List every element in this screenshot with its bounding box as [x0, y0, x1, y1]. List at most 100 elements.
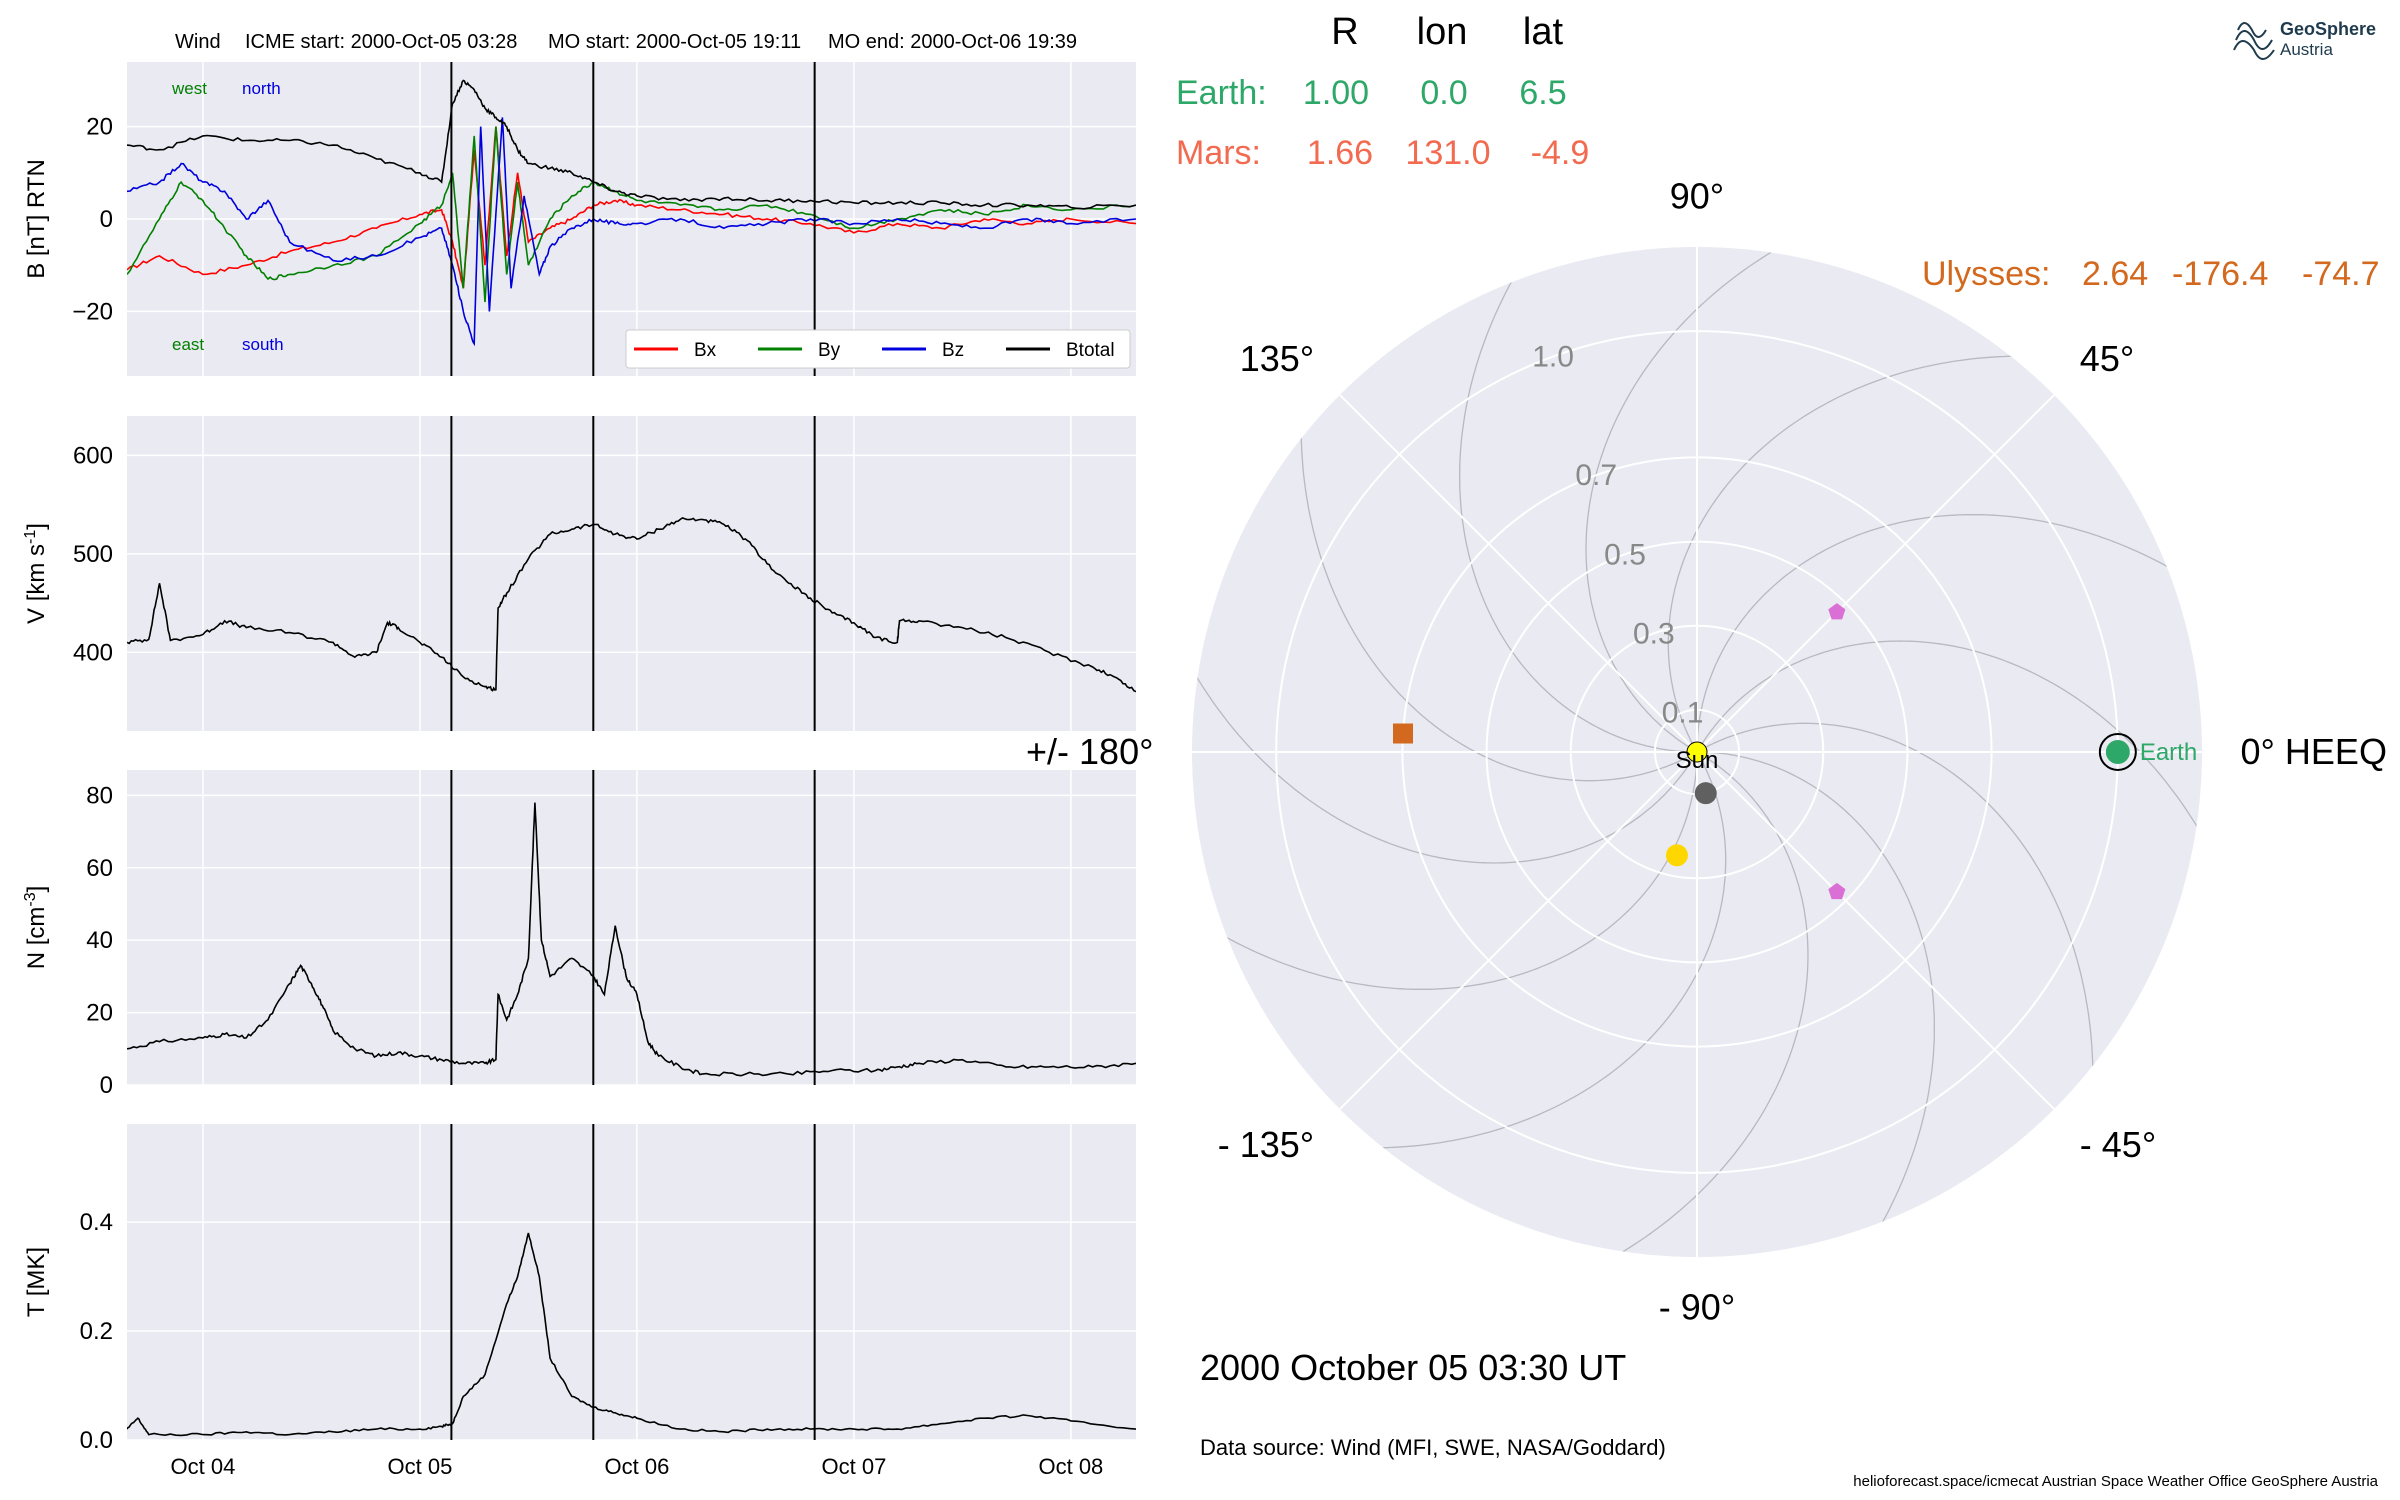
series-2-line: [127, 802, 1136, 1077]
theta-grid-225: [1339, 751, 1698, 1110]
ulysses-lat: -74.7: [2302, 255, 2380, 293]
panel-background: [127, 416, 1136, 731]
body-6-marker: [1665, 844, 1688, 867]
ytick-2-0: 0: [100, 1072, 113, 1099]
earth-name: Earth:: [1176, 74, 1267, 112]
ytick-2-60: 60: [86, 855, 113, 882]
ytick-0-20: −20: [72, 298, 113, 325]
mars-name: Mars:: [1176, 134, 1261, 172]
panel-background: [127, 770, 1136, 1085]
series-group: [127, 79, 1136, 347]
legend-box: [625, 329, 1131, 369]
ytick-3-0-0: 0.0: [80, 1427, 113, 1454]
earth-r: 1.00: [1303, 74, 1369, 112]
series-3-line: [127, 1232, 1136, 1437]
r-tick-0-5: 0.5: [1604, 538, 1646, 571]
ylabel-3: T [MK]: [23, 1247, 50, 1317]
mo-end-label: MO end: 2000-Oct-06 19:39: [828, 31, 1077, 53]
earth-ring: [2098, 733, 2137, 771]
mo-start-label: MO start: 2000-Oct-05 19:11: [548, 31, 801, 53]
mars-r: 1.66: [1307, 134, 1373, 172]
ytick-2-20: 20: [86, 1000, 113, 1027]
angle-label-0-heeq: 0° HEEQ: [2241, 731, 2387, 772]
ulysses-lon: -176.4: [2172, 255, 2268, 293]
legend-label-btotal: Btotal: [1066, 340, 1115, 361]
logo-line1: GeoSphere: [2280, 19, 2376, 39]
theta-grid-45: [1696, 394, 2055, 753]
xtick-oct-07: Oct 07: [822, 1454, 887, 1479]
earth-lat: 6.5: [1519, 74, 1566, 112]
ytick-2-40: 40: [86, 927, 113, 954]
r-tick-0-3: 0.3: [1633, 617, 1675, 650]
footer-date: 2000 October 05 03:30 UT: [1200, 1347, 1626, 1388]
ylabel-2: N [cm-3]: [22, 886, 50, 970]
sun-label: Sun: [1676, 747, 1719, 774]
positions-table: R lon lat Earth: 1.00 0.0 6.5 Mars: 1.66…: [1176, 11, 2380, 293]
ytick-1-500: 500: [73, 541, 113, 568]
ytick-0-20: 20: [86, 114, 113, 141]
ulysses-name: Ulysses:: [1922, 255, 2050, 293]
ytick-3-0-4: 0.4: [80, 1209, 113, 1236]
series-group: [127, 802, 1136, 1077]
panel-1: 400 500 600 V [km s-1]: [22, 416, 1136, 731]
theta-grid-315: [1696, 751, 2055, 1110]
ulysses-r: 2.64: [2082, 255, 2148, 293]
xtick-oct-05: Oct 05: [388, 1454, 453, 1479]
r-tick-1-0: 1.0: [1532, 341, 1574, 374]
series-0-bx: [127, 126, 1136, 289]
legend-label-by: By: [818, 340, 841, 361]
legend-label-bx: Bx: [694, 340, 717, 361]
spacecraft-label: Wind: [175, 31, 221, 53]
body-2-marker: [1392, 723, 1413, 744]
ylabel-0: B [nT] RTN: [23, 159, 50, 279]
r-tick-0-7: 0.7: [1575, 459, 1617, 492]
angle-label-135: - 135°: [1218, 1124, 1314, 1165]
xtick-oct-08: Oct 08: [1038, 1454, 1103, 1479]
geosphere-logo-icon: [2233, 22, 2275, 60]
footer-credits: helioforecast.space/icmecat Austrian Spa…: [1853, 1473, 2378, 1490]
mars-lat: -4.9: [1531, 134, 1590, 172]
body-4-marker: [1828, 882, 1846, 900]
angle-label-45: 45°: [2080, 338, 2134, 379]
ytick-1-600: 600: [73, 442, 113, 469]
angle-label-135: 135°: [1240, 338, 1314, 379]
earth-lon: 0.0: [1420, 74, 1467, 112]
col-header-r: R: [1331, 11, 1358, 53]
panel-3: 0.0 0.2 0.4 T [MK]: [23, 1124, 1136, 1454]
west-annotation: west: [171, 79, 207, 98]
icme-start-label: ICME start: 2000-Oct-05 03:28: [245, 31, 517, 53]
logo-line2: Austria: [2280, 40, 2333, 59]
series-0-btotal: [127, 79, 1136, 210]
north-annotation: north: [242, 79, 281, 98]
mars-lon: 131.0: [1405, 134, 1490, 172]
angle-label-45: - 45°: [2080, 1124, 2156, 1165]
xtick-oct-04: Oct 04: [171, 1454, 236, 1479]
theta-grid-135: [1339, 394, 1698, 753]
panel-0: −20 0 20 B [nT] RTN: [23, 62, 1136, 376]
r-tick-0-1: 0.1: [1662, 696, 1704, 729]
col-header-lon: lon: [1417, 11, 1468, 53]
series-0-bz: [127, 117, 1136, 347]
polar-plot: 0.1 0.3 0.5 0.7 1.0 0° HEEQ 45° 90° 135° +/- 180°…: [1026, 176, 2387, 1328]
angle-label-90: - 90°: [1659, 1287, 1735, 1328]
ytick-1-400: 400: [73, 639, 113, 666]
ytick-3-0-2: 0.2: [80, 1318, 113, 1345]
panel-2: 0 20 40 60 80 N [cm-3]: [22, 770, 1136, 1099]
series-group: [127, 1232, 1136, 1437]
xtick-oct-06: Oct 06: [605, 1454, 670, 1479]
col-header-lat: lat: [1523, 11, 1564, 53]
ylabel-1: V [km s-1]: [22, 523, 50, 624]
east-annotation: east: [172, 335, 204, 354]
body-3-marker: [1828, 603, 1846, 620]
geosphere-logo: GeoSphere Austria: [2233, 19, 2376, 60]
series-0-by: [127, 126, 1136, 303]
earth-label: Earth: [2140, 739, 2197, 766]
angle-label-180: +/- 180°: [1026, 731, 1153, 772]
ytick-2-80: 80: [86, 782, 113, 809]
body-5-marker: [1694, 782, 1717, 805]
ytick-0-0: 0: [100, 206, 113, 233]
footer-source: Data source: Wind (MFI, SWE, NASA/Goddar…: [1200, 1435, 1666, 1460]
sun-marker: [1686, 741, 1708, 763]
series-1-line: [127, 517, 1136, 693]
